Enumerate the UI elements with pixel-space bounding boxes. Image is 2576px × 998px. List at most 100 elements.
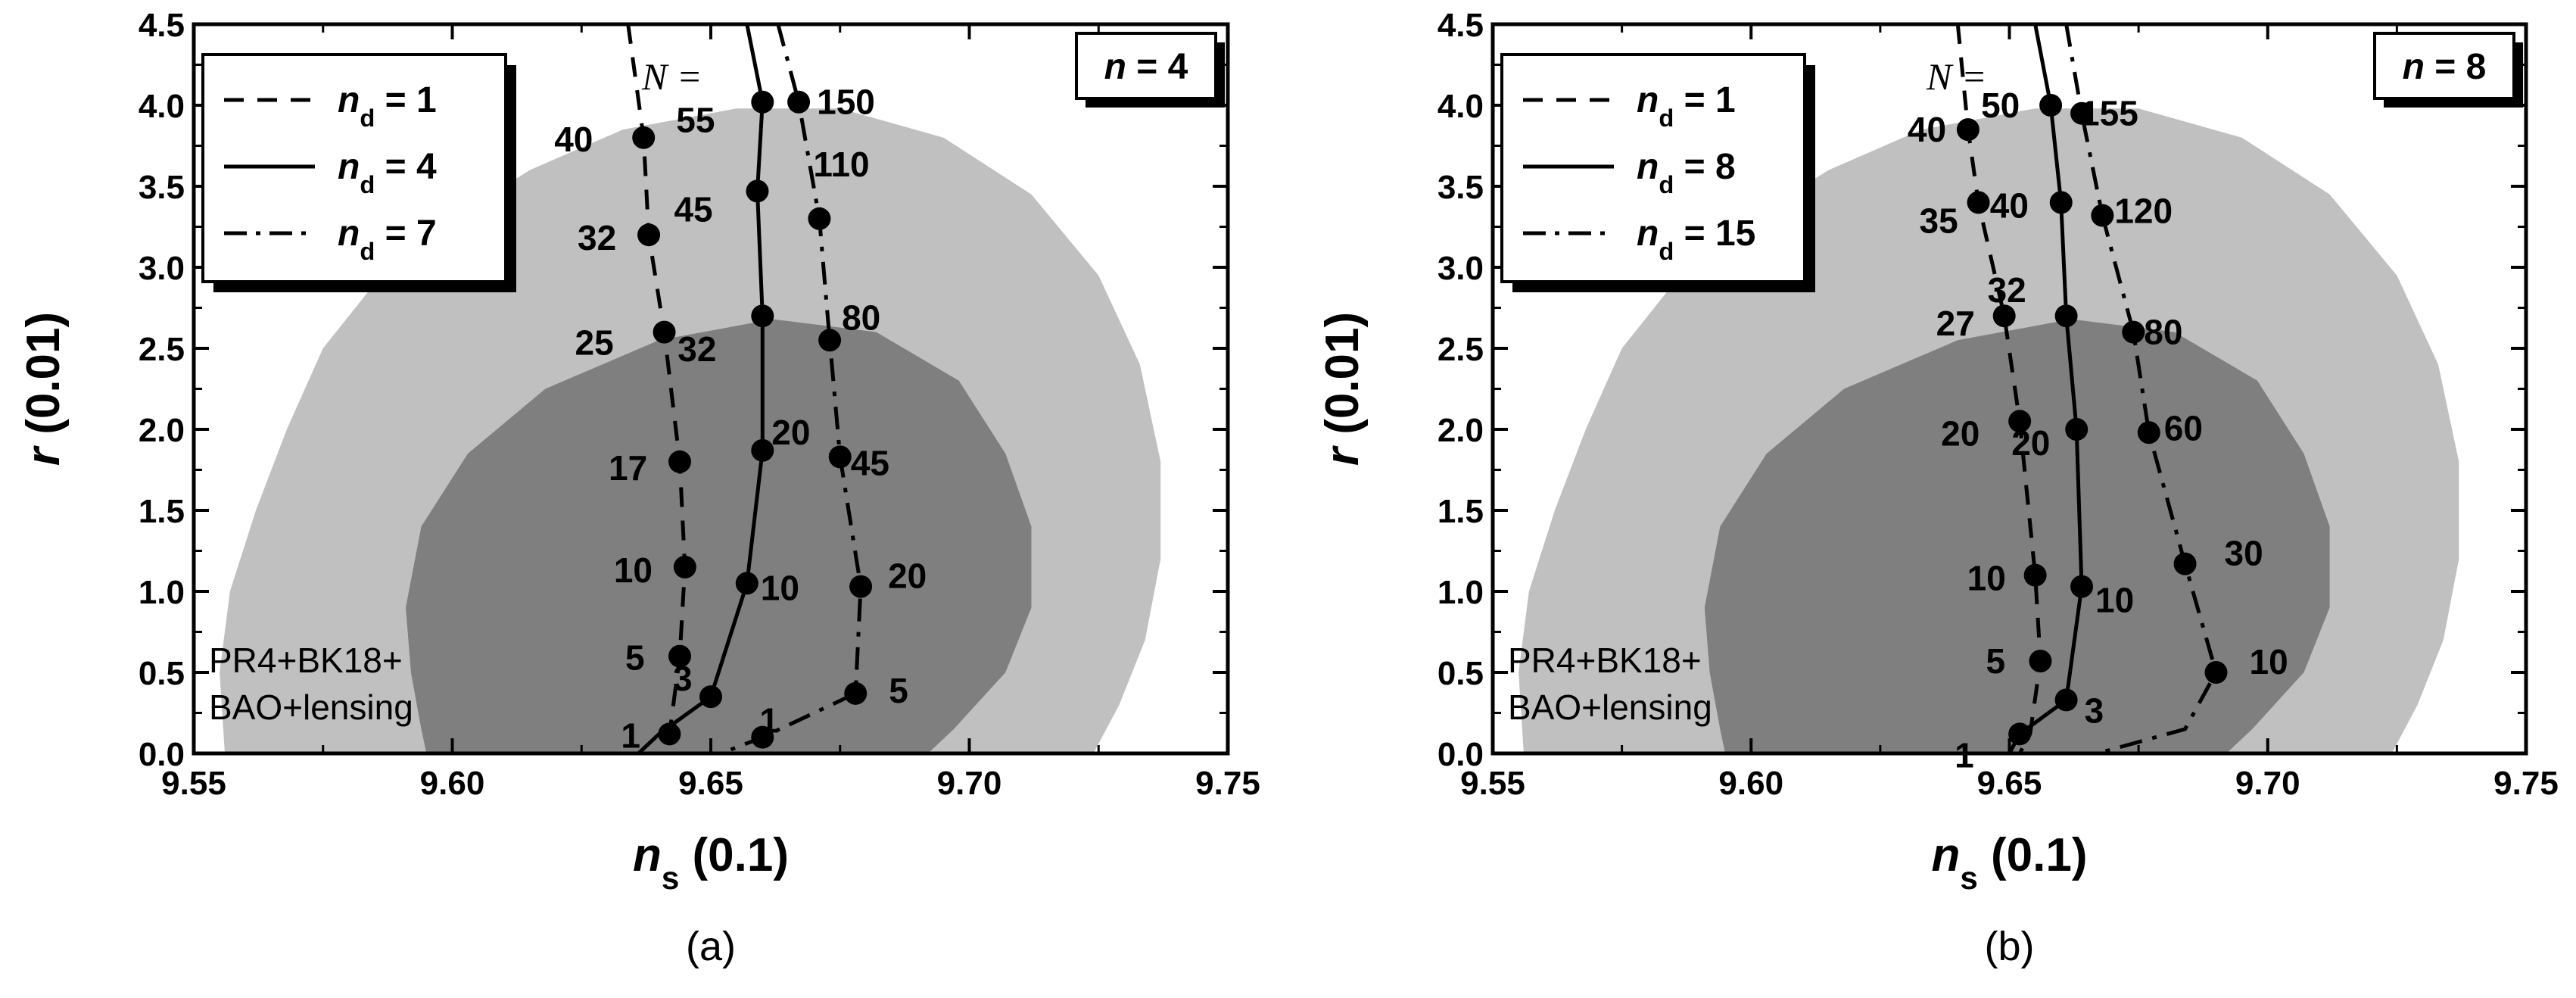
y-tick-label: 2.0 [1438,412,1484,449]
data-point [844,681,867,705]
y-tick-label: 0.0 [1438,736,1484,773]
data-point [2091,204,2114,227]
data-point [1967,191,1990,214]
x-tick-label: 9.65 [1977,765,2042,802]
x-tick-label: 9.70 [2235,765,2300,802]
point-label: 55 [676,101,715,140]
point-label: 40 [554,120,593,159]
dataset-label: BAO+lensing [209,688,413,727]
point-label: 25 [575,323,614,363]
y-tick-label: 1.5 [139,493,185,530]
y-tick-label: 3.0 [139,250,185,287]
data-point [653,320,676,344]
data-point [2122,320,2145,344]
point-label: 5 [625,638,645,678]
data-point [668,450,692,473]
y-tick-label: 4.5 [139,7,185,44]
y-tick-label: 1.0 [1438,574,1484,611]
x-tick-label: 9.75 [1195,765,1260,802]
y-tick-label: 2.5 [1438,331,1484,368]
point-label: 20 [1941,413,1980,453]
point-label: 27 [1936,304,1975,343]
point-label: 50 [1981,86,2020,125]
point-label: 80 [842,298,880,337]
panel-label: (b) [1985,924,2035,969]
contour-68 [406,319,1032,753]
point-label: 10 [761,568,799,607]
y-tick-label: 0.5 [139,655,185,692]
n-header: N = [641,55,702,98]
point-label: 155 [2080,94,2138,133]
point-label: 3 [2085,691,2104,730]
point-label: 110 [813,145,869,184]
point-label: 32 [578,218,616,257]
data-point [2008,410,2032,433]
point-label: 10 [2250,642,2288,681]
point-label: 40 [1990,186,2029,225]
data-point [751,438,774,462]
x-tick-label: 9.75 [2493,765,2559,802]
dataset-label: PR4+BK18+ [209,641,403,680]
point-label: 3 [673,659,693,698]
x-tick-label: 9.55 [161,765,226,802]
legend-entry: nd = 7 [338,214,437,265]
data-point [2054,304,2078,328]
data-point [2065,418,2089,441]
point-label: 5 [1986,641,2005,681]
point-label: 5 [889,671,908,710]
point-label: 17 [609,448,647,488]
panel-b: 40352720105504032201031155120806030109.5… [1316,7,2559,969]
x-tick-label: 9.65 [678,765,743,802]
n-box-label: n = 4 [1104,47,1188,87]
data-point [751,90,774,114]
data-point [632,126,656,149]
legend-entry: nd = 1 [338,80,437,132]
x-axis-label: ns (0.1) [1931,829,2087,896]
x-tick-label: 9.55 [1460,765,1525,802]
n-header: N = [1926,55,1987,98]
data-point [2204,661,2228,684]
data-point [668,644,692,668]
data-point [746,179,769,203]
point-label: 10 [1967,559,2006,598]
point-label: 120 [2114,192,2173,231]
data-point [849,575,873,598]
point-label: 80 [2144,313,2182,352]
data-point [2023,563,2047,587]
point-label: 30 [2225,534,2263,573]
data-point [2049,191,2073,214]
x-axis-label: ns (0.1) [633,829,789,896]
y-tick-label: 0.5 [1438,655,1484,692]
point-label: 150 [817,83,875,122]
dataset-label: PR4+BK18+ [1508,641,1702,680]
data-point [1956,118,1980,142]
data-point [637,223,661,247]
y-tick-label: 1.0 [139,574,185,611]
point-label: 60 [2164,408,2203,448]
panel-label: (a) [686,924,736,969]
point-label: 10 [614,550,653,590]
y-axis-label: r (0.01) [1316,312,1369,466]
data-point [673,555,696,579]
point-label: 1 [759,701,779,741]
y-tick-label: 3.0 [1438,250,1484,287]
point-label: 32 [677,329,716,369]
data-point [2029,650,2052,673]
point-label: 1 [621,716,640,755]
data-point [658,722,681,746]
dataset-label: BAO+lensing [1508,688,1712,727]
y-tick-label: 1.5 [1438,493,1484,530]
legend-entry: nd = 4 [338,147,437,198]
legend-entry: nd = 1 [1637,80,1736,132]
data-point [735,572,758,595]
x-tick-label: 9.70 [937,765,1002,802]
y-tick-label: 3.5 [1438,169,1484,206]
x-tick-label: 9.60 [1718,765,1783,802]
data-point [1992,304,2016,328]
n-box [2373,32,2515,100]
data-point [2173,552,2197,575]
point-label: 45 [851,443,889,482]
contour-68 [1704,319,2330,753]
data-point [2054,688,2078,712]
